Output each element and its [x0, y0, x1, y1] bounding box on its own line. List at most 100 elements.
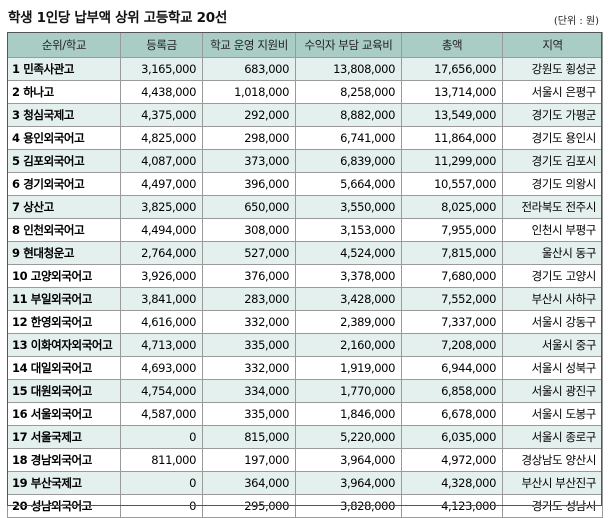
cell-region: 경기도 의왕시 — [502, 172, 603, 196]
cell-school: 6 경기외국어고 — [7, 172, 121, 196]
cell-total: 7,680,000 — [401, 264, 503, 288]
table-row: 5 김포외국어고 4,087,000 373,000 6,839,000 11,299,… — [7, 149, 603, 173]
cell-tuition: 0 — [120, 494, 203, 518]
cell-region: 경기도 성남시 — [502, 494, 603, 518]
cell-beneficiary-fee: 3,378,000 — [295, 264, 402, 288]
cell-support-fee: 335,000 — [202, 333, 296, 357]
cell-beneficiary-fee: 8,882,000 — [295, 103, 402, 127]
cell-region: 서울시 은평구 — [502, 80, 603, 104]
table-row: 9 현대청운고 2,764,000 527,000 4,524,000 7,815,00… — [7, 241, 603, 265]
cell-school: 9 현대청운고 — [7, 241, 121, 265]
cell-total: 6,944,000 — [401, 356, 503, 380]
cell-school: 16 서울외국어고 — [7, 402, 121, 426]
cell-support-fee: 396,000 — [202, 172, 296, 196]
cell-region: 인천시 부평구 — [502, 218, 603, 242]
cell-school: 13 이화여자외국어고 — [7, 333, 121, 357]
table-row: 8 인천외국어고 4,494,000 308,000 3,153,000 7,955,0… — [7, 218, 603, 242]
cell-support-fee: 292,000 — [202, 103, 296, 127]
cell-support-fee: 373,000 — [202, 149, 296, 173]
cell-tuition: 4,825,000 — [120, 126, 203, 150]
table-row: 17 서울국제고 0 815,000 5,220,000 6,035,000 서울시 종로… — [7, 425, 603, 449]
cell-tuition: 3,825,000 — [120, 195, 203, 219]
cell-support-fee: 376,000 — [202, 264, 296, 288]
cell-tuition: 4,713,000 — [120, 333, 203, 357]
cell-region: 서울시 강동구 — [502, 310, 603, 334]
cell-total: 7,208,000 — [401, 333, 503, 357]
cell-beneficiary-fee: 5,220,000 — [295, 425, 402, 449]
table-row: 18 경남외국어고 811,000 197,000 3,964,000 4,972,00… — [7, 448, 603, 472]
cell-tuition: 4,087,000 — [120, 149, 203, 173]
cell-tuition: 2,764,000 — [120, 241, 203, 265]
cell-total: 4,972,000 — [401, 448, 503, 472]
cell-support-fee: 683,000 — [202, 57, 296, 81]
table-row: 7 상산고 3,825,000 650,000 3,550,000 8,025,000 전… — [7, 195, 603, 219]
table-row: 11 부일외국어고 3,841,000 283,000 3,428,000 7,552,… — [7, 287, 603, 311]
cell-support-fee: 295,000 — [202, 494, 296, 518]
cell-school: 10 고양외국어고 — [7, 264, 121, 288]
cell-total: 6,858,000 — [401, 379, 503, 403]
cell-total: 13,714,000 — [401, 80, 503, 104]
cell-region: 서울시 성북구 — [502, 356, 603, 380]
cell-beneficiary-fee: 3,964,000 — [295, 448, 402, 472]
cell-beneficiary-fee: 1,770,000 — [295, 379, 402, 403]
cell-support-fee: 335,000 — [202, 402, 296, 426]
cell-beneficiary-fee: 6,741,000 — [295, 126, 402, 150]
cell-school: 7 상산고 — [7, 195, 121, 219]
cell-region: 서울시 광진구 — [502, 379, 603, 403]
table-row: 15 대원외국어고 4,754,000 334,000 1,770,000 6,858,… — [7, 379, 603, 403]
table-row: 6 경기외국어고 4,497,000 396,000 5,664,000 10,557,… — [7, 172, 603, 196]
cell-school: 11 부일외국어고 — [7, 287, 121, 311]
cell-school: 20 성남외국어고 — [7, 494, 121, 518]
cell-region: 경기도 용인시 — [502, 126, 603, 150]
table-row: 16 서울외국어고 4,587,000 335,000 1,846,000 6,678,… — [7, 402, 603, 426]
cell-total: 4,328,000 — [401, 471, 503, 495]
table-header-row: 순위/학교 등록금 학교 운영 지원비 수익자 부담 교육비 총액 지역 — [7, 32, 603, 58]
cell-school: 1 민족사관고 — [7, 57, 121, 81]
cell-beneficiary-fee: 13,808,000 — [295, 57, 402, 81]
cell-support-fee: 364,000 — [202, 471, 296, 495]
cell-tuition: 4,754,000 — [120, 379, 203, 403]
cell-tuition: 0 — [120, 471, 203, 495]
cell-support-fee: 332,000 — [202, 310, 296, 334]
table-row: 12 한영외국어고 4,616,000 332,000 2,389,000 7,337,… — [7, 310, 603, 334]
cell-total: 11,299,000 — [401, 149, 503, 173]
cell-school: 18 경남외국어고 — [7, 448, 121, 472]
cell-support-fee: 650,000 — [202, 195, 296, 219]
cell-beneficiary-fee: 6,839,000 — [295, 149, 402, 173]
cell-region: 부산시 부산진구 — [502, 471, 603, 495]
cell-school: 12 한영외국어고 — [7, 310, 121, 334]
cell-tuition: 4,375,000 — [120, 103, 203, 127]
header-tuition: 등록금 — [120, 32, 203, 58]
cell-beneficiary-fee: 1,846,000 — [295, 402, 402, 426]
cell-total: 6,678,000 — [401, 402, 503, 426]
cell-beneficiary-fee: 2,389,000 — [295, 310, 402, 334]
header-support-fee: 학교 운영 지원비 — [202, 32, 296, 58]
cell-tuition: 4,497,000 — [120, 172, 203, 196]
header-total: 총액 — [401, 32, 503, 58]
cell-school: 15 대원외국어고 — [7, 379, 121, 403]
cell-support-fee: 283,000 — [202, 287, 296, 311]
cell-tuition: 4,494,000 — [120, 218, 203, 242]
cell-tuition: 4,693,000 — [120, 356, 203, 380]
cell-school: 2 하나고 — [7, 80, 121, 104]
cell-total: 7,955,000 — [401, 218, 503, 242]
table-row: 4 용인외국어고 4,825,000 298,000 6,741,000 11,864,… — [7, 126, 603, 150]
cell-beneficiary-fee: 3,153,000 — [295, 218, 402, 242]
table-row: 20 성남외국어고 0 295,000 3,828,000 4,123,000 경기도 성… — [7, 494, 603, 518]
cell-tuition: 3,926,000 — [120, 264, 203, 288]
cell-beneficiary-fee: 3,428,000 — [295, 287, 402, 311]
page-title: 학생 1인당 납부액 상위 고등학교 20선 — [8, 10, 227, 26]
cell-support-fee: 1,018,000 — [202, 80, 296, 104]
cell-total: 4,123,000 — [401, 494, 503, 518]
cell-region: 서울시 도봉구 — [502, 402, 603, 426]
cell-school: 17 서울국제고 — [7, 425, 121, 449]
cell-region: 경기도 가평군 — [502, 103, 603, 127]
cell-total: 10,557,000 — [401, 172, 503, 196]
unit-label: (단위 : 원) — [553, 16, 599, 27]
data-table: 순위/학교 등록금 학교 운영 지원비 수익자 부담 교육비 총액 지역 1 민… — [7, 32, 603, 518]
cell-region: 경기도 고양시 — [502, 264, 603, 288]
cell-region: 울산시 동구 — [502, 241, 603, 265]
cell-beneficiary-fee: 2,160,000 — [295, 333, 402, 357]
cell-beneficiary-fee: 3,964,000 — [295, 471, 402, 495]
